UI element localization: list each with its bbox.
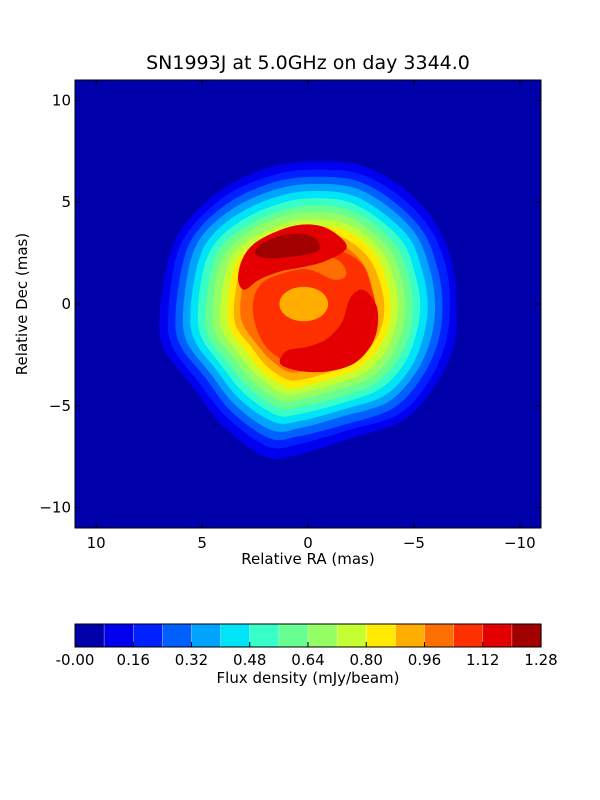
- x-axis-label: Relative RA (mas): [241, 550, 374, 568]
- colorbar-swatch: [220, 624, 251, 647]
- colorbar-tick-label: 0.48: [233, 651, 266, 669]
- x-tick-label: −10: [504, 534, 536, 552]
- x-tick-label: 0: [303, 534, 313, 552]
- colorbar-swatch: [191, 624, 222, 647]
- colorbar-swatch: [511, 624, 542, 647]
- y-tick-label: 10: [52, 91, 71, 109]
- y-tick-label: −5: [49, 397, 71, 415]
- contour-core: [279, 286, 329, 322]
- colorbar-swatch: [278, 624, 309, 647]
- colorbar-swatch: [162, 624, 193, 647]
- colorbar-tick-label: 0.96: [408, 651, 441, 669]
- x-tick-label: 5: [197, 534, 207, 552]
- colorbar-tick-label: 0.32: [175, 651, 208, 669]
- colorbar-tick-label: 1.28: [524, 651, 557, 669]
- contour-band-14: [279, 289, 379, 373]
- colorbar-swatch: [395, 624, 426, 647]
- colorbar-swatch: [453, 624, 484, 647]
- x-axis: 10 5 0 −5 −10: [87, 80, 536, 552]
- colorbar-label: Flux density (mJy/beam): [217, 669, 400, 687]
- y-axis-label: Relative Dec (mas): [13, 233, 31, 375]
- colorbar: [75, 624, 542, 647]
- colorbar-swatch: [75, 624, 105, 647]
- chart-title: SN1993J at 5.0GHz on day 3344.0: [146, 52, 470, 74]
- contour-band-13: [238, 224, 347, 290]
- colorbar-swatch: [424, 624, 455, 647]
- colorbar-tick-label: 0.16: [117, 651, 150, 669]
- colorbar-swatch: [366, 624, 396, 647]
- y-tick-label: −10: [39, 499, 71, 517]
- colorbar-swatch: [482, 624, 513, 647]
- colorbar-swatch: [337, 624, 367, 647]
- colorbar-swatch: [308, 624, 338, 647]
- colorbar-tick-label: 0.64: [291, 651, 324, 669]
- colorbar-swatch: [249, 624, 280, 647]
- x-tick-label: 10: [87, 534, 106, 552]
- x-tick-label: −5: [403, 534, 425, 552]
- y-tick-label: 5: [61, 193, 71, 211]
- colorbar-tick-label: 1.12: [466, 651, 499, 669]
- colorbar-tick-label: -0.00: [56, 651, 95, 669]
- colorbar-swatch: [133, 624, 163, 647]
- colorbar-tick-label: 0.80: [350, 651, 383, 669]
- colorbar-swatch: [104, 624, 134, 647]
- contour-band-15: [254, 233, 320, 259]
- contour-layer: [159, 161, 457, 459]
- y-axis: 10 5 0 −5 −10: [39, 91, 541, 517]
- y-tick-label: 0: [61, 295, 71, 313]
- colorbar-ticks: -0.00 0.16 0.32 0.48 0.64 0.80 0.96 1.12 1.28: [56, 642, 558, 669]
